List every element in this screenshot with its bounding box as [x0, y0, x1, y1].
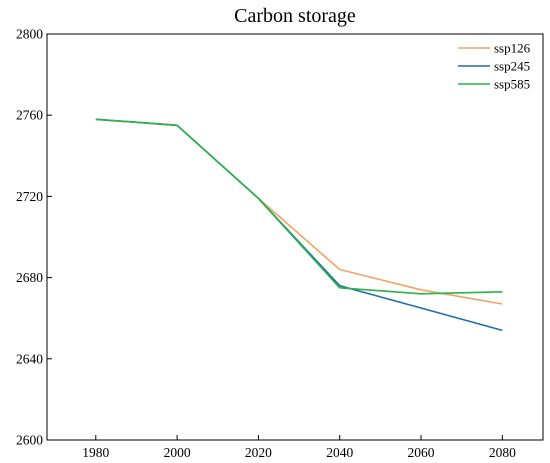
y-tick-label: 2800 — [16, 27, 43, 42]
y-tick-label: 2640 — [16, 351, 43, 366]
y-tick-label: 2720 — [16, 189, 43, 204]
x-tick-label: 2040 — [326, 445, 353, 460]
x-axis: 1980 2000 2020 2040 2060 2080 — [82, 435, 516, 460]
x-tick-label: 2080 — [489, 445, 516, 460]
y-tick-label: 2680 — [16, 270, 43, 285]
y-tick-label: 2600 — [16, 433, 43, 448]
chart-title: Carbon storage — [234, 5, 356, 27]
series-lines — [95, 118, 503, 332]
series-line-ssp126 — [95, 118, 503, 305]
x-tick-label: 2000 — [164, 445, 191, 460]
y-axis: 2600 2640 2680 2720 2760 2800 — [16, 27, 52, 448]
series-line-ssp245 — [95, 118, 503, 332]
legend-label-ssp585: ssp585 — [494, 77, 530, 92]
legend: ssp126 ssp245 ssp585 — [458, 41, 531, 92]
legend-label-ssp126: ssp126 — [494, 41, 531, 56]
series-line-ssp585 — [95, 118, 503, 295]
legend-label-ssp245: ssp245 — [494, 59, 530, 74]
y-tick-label: 2760 — [16, 108, 43, 123]
plot-frame — [46, 33, 544, 441]
x-tick-label: 1980 — [82, 445, 109, 460]
x-tick-label: 2060 — [408, 445, 435, 460]
x-tick-label: 2020 — [245, 445, 272, 460]
